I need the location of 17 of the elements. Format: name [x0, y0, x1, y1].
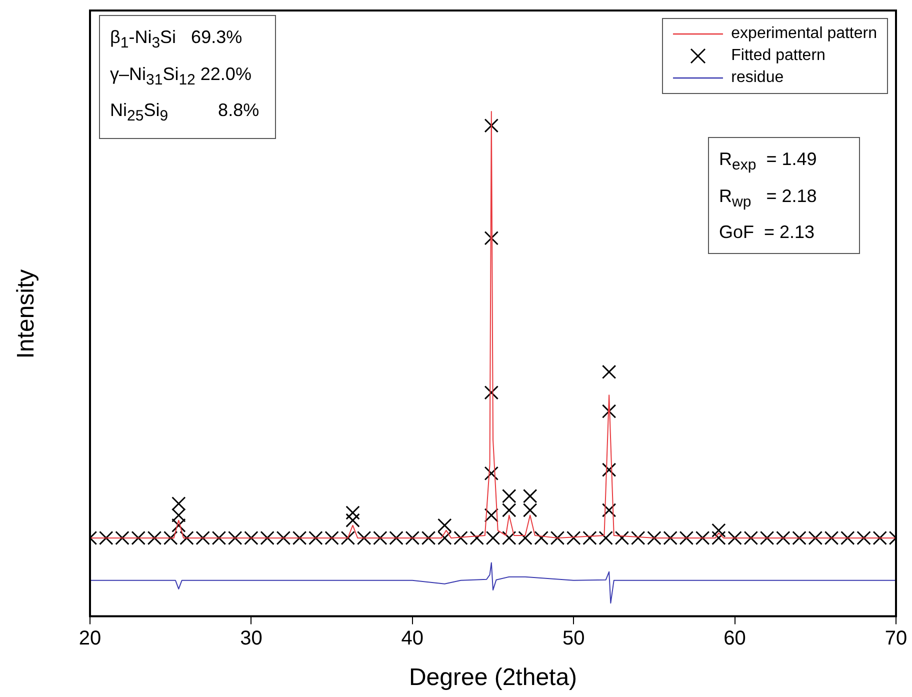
- annotation: R$_{exp}$ = 1.49: [719, 148, 818, 176]
- y-axis-title: Intensity: [12, 269, 41, 359]
- x-axis-title: Degree (2theta): [408, 664, 578, 692]
- x-tick-label: 30: [240, 628, 262, 650]
- legend-label: Fitted pattern: [731, 46, 826, 66]
- annotation: R$_{wp}$ = 2.18: [719, 184, 818, 212]
- legend-label: residue: [731, 68, 784, 88]
- x-tick-label: 50: [562, 628, 585, 650]
- x-tick-label: 20: [78, 628, 102, 650]
- legend-label: experimental pattern: [731, 24, 877, 44]
- text: β$_{1}$-Ni$_{3}$Si 69.3%: [110, 26, 244, 54]
- x-tick-label: 70: [884, 628, 908, 650]
- text: Ni$_{25}$Si$_{9}$ 8.8%: [110, 100, 260, 125]
- x-tick-label: 40: [401, 628, 424, 650]
- x-tick-label: 60: [724, 628, 746, 650]
- annotation: GoF = 2.13: [719, 221, 816, 244]
- text: γ–Ni$_{31}$Si$_{12}$ 22.0%: [110, 62, 252, 90]
